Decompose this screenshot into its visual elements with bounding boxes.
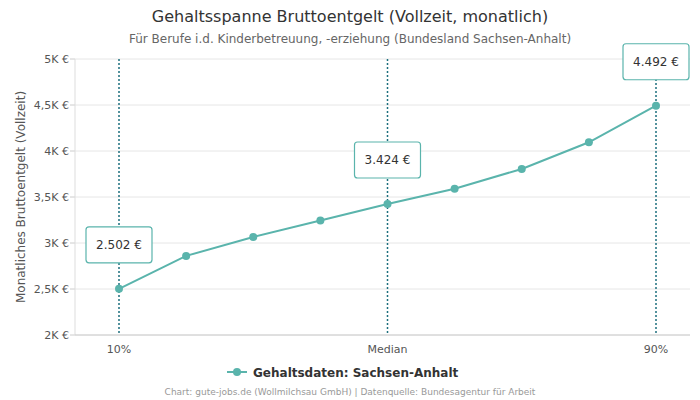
x-tick-label: 10%	[107, 343, 131, 356]
data-label-box	[355, 142, 421, 178]
chart: Gehaltsspanne Bruttoentgelt (Vollzeit, m…	[0, 0, 700, 400]
y-tick-label: 3K €	[44, 237, 69, 250]
data-label-box	[623, 44, 689, 80]
x-gridline	[655, 59, 657, 335]
legend-label: Gehaltsdaten: Sachsen-Anhalt	[253, 366, 458, 380]
point	[585, 138, 593, 146]
legend-marker	[233, 368, 241, 376]
x-tick-label: 90%	[644, 343, 668, 356]
x-axis-line	[75, 335, 690, 336]
title: Gehaltsspanne Bruttoentgelt (Vollzeit, m…	[152, 7, 548, 26]
y-gridline	[75, 197, 690, 198]
data-label: 3.424 €	[365, 153, 411, 167]
point	[249, 233, 257, 241]
subtitle: Für Berufe i.d. Kinderbetreuung, -erzieh…	[129, 32, 571, 46]
data-label-box	[86, 227, 152, 263]
y-tick-label: 2K €	[44, 329, 69, 342]
y-tick-label: 4K €	[44, 145, 69, 158]
y-tick-label: 4,5K €	[34, 99, 69, 112]
y-tick-label: 3,5K €	[34, 191, 69, 204]
y-gridline	[75, 243, 690, 244]
data-label: 4.492 €	[633, 55, 679, 69]
y-tick	[70, 243, 75, 244]
plot-area	[115, 102, 660, 293]
y-gridline	[75, 335, 690, 336]
y-axis-label: Monatliches Bruttoentgelt (Vollzeit)	[14, 91, 28, 303]
data-label: 2.502 €	[96, 238, 142, 252]
point	[182, 252, 190, 260]
y-tick	[70, 151, 75, 152]
y-gridline	[75, 289, 690, 290]
point	[652, 102, 660, 110]
point	[115, 285, 123, 293]
y-tick	[70, 197, 75, 198]
source: Chart: gute-jobs.de (Wollmilchsau GmbH) …	[165, 387, 536, 397]
series-line	[119, 106, 656, 289]
y-gridline	[75, 59, 690, 60]
point	[316, 216, 324, 224]
y-tick-label: 2,5K €	[34, 283, 69, 296]
y-gridline	[75, 105, 690, 106]
y-tick-label: 5K €	[44, 53, 69, 66]
x-gridline	[118, 59, 120, 335]
x-tick-label: Median	[367, 343, 407, 356]
x-gridline	[387, 59, 389, 335]
y-tick	[70, 59, 75, 60]
y-tick	[70, 105, 75, 106]
y-axis-line	[75, 59, 76, 335]
point	[518, 165, 526, 173]
y-tick	[70, 335, 75, 336]
point	[451, 185, 459, 193]
point	[384, 200, 392, 208]
y-tick	[70, 289, 75, 290]
